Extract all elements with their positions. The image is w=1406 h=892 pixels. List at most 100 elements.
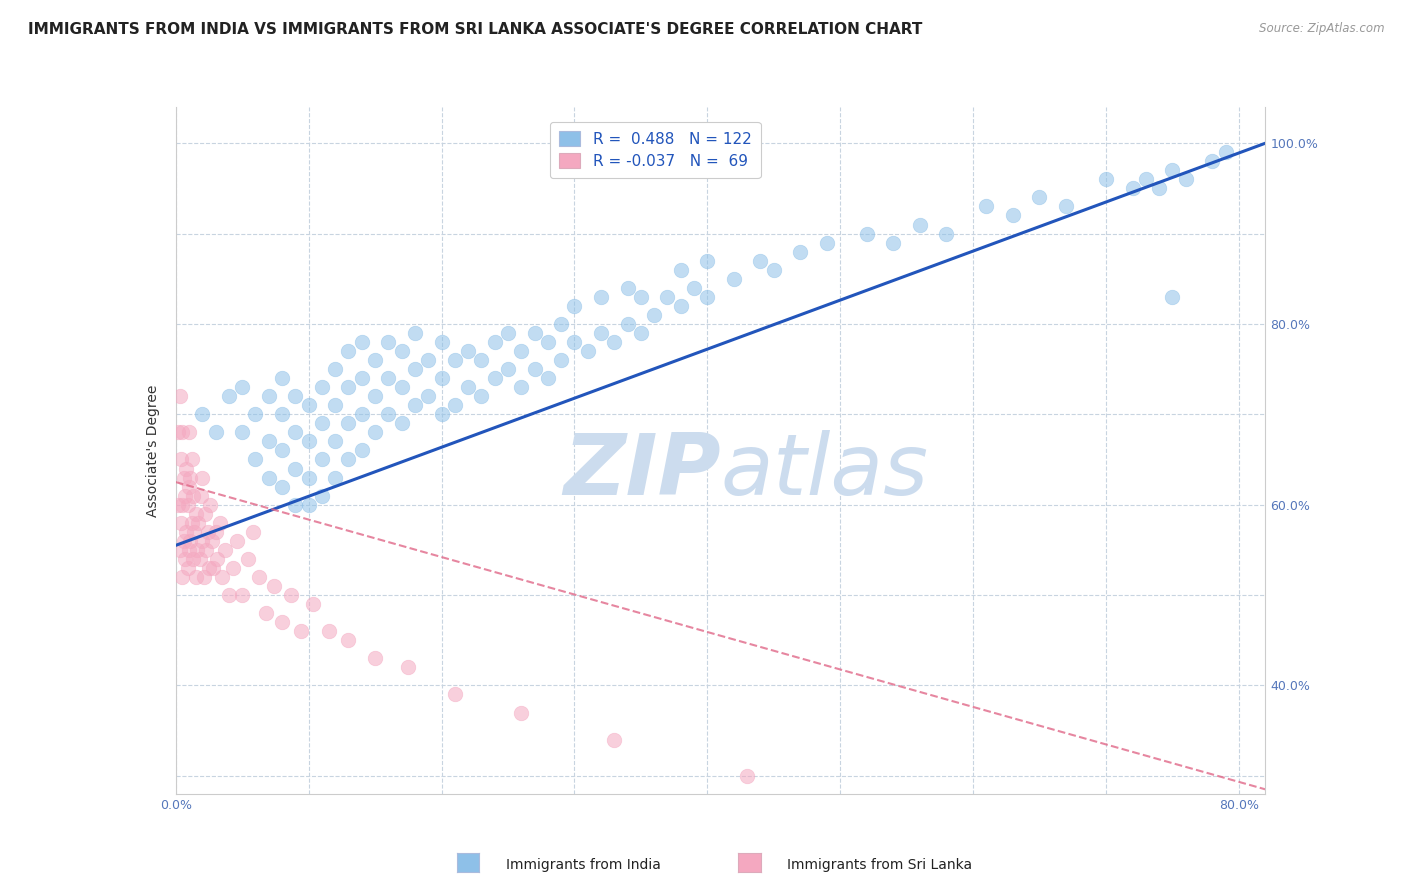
Point: [576, 344, 599, 359]
Y-axis label: Associate's Degree: Associate's Degree: [146, 384, 160, 516]
Point: [418, 389, 440, 403]
Point: [762, 262, 785, 277]
Point: [1121, 181, 1143, 195]
Point: [183, 524, 205, 539]
Point: [337, 380, 360, 394]
Point: [364, 389, 387, 403]
Point: [603, 732, 626, 747]
Point: [496, 362, 519, 376]
Point: [391, 344, 413, 359]
Point: [271, 615, 294, 630]
Point: [430, 407, 453, 421]
Point: [176, 461, 198, 475]
Point: [510, 706, 533, 720]
Point: [1054, 199, 1077, 213]
Point: [350, 371, 373, 385]
Point: [589, 326, 612, 340]
Point: [180, 516, 202, 530]
Point: [337, 417, 360, 431]
Point: [669, 262, 692, 277]
Point: [430, 334, 453, 349]
Point: [271, 407, 294, 421]
Point: [181, 552, 204, 566]
Point: [323, 398, 346, 412]
Text: atlas: atlas: [721, 430, 928, 513]
Point: [172, 498, 194, 512]
Point: [350, 443, 373, 458]
Point: [222, 561, 245, 575]
Point: [204, 425, 226, 440]
Point: [172, 570, 194, 584]
Point: [167, 498, 190, 512]
Point: [231, 588, 253, 602]
Point: [1215, 145, 1237, 160]
Point: [186, 542, 208, 557]
Point: [550, 317, 572, 331]
Point: [245, 407, 267, 421]
Point: [564, 299, 586, 313]
Point: [364, 651, 387, 665]
Point: [177, 480, 200, 494]
Point: [470, 389, 492, 403]
Point: [643, 308, 665, 322]
Point: [616, 317, 638, 331]
Point: [257, 389, 280, 403]
Point: [179, 533, 201, 548]
Point: [735, 769, 758, 783]
Point: [976, 199, 998, 213]
Point: [198, 561, 221, 575]
Point: [176, 524, 198, 539]
Point: [181, 489, 204, 503]
Point: [443, 353, 465, 368]
Point: [683, 281, 706, 295]
Text: ZIP: ZIP: [562, 430, 721, 513]
Point: [364, 353, 387, 368]
Point: [179, 470, 201, 484]
Point: [537, 334, 560, 349]
Point: [231, 425, 253, 440]
Point: [271, 371, 294, 385]
Point: [201, 533, 224, 548]
Point: [231, 380, 253, 394]
Point: [391, 380, 413, 394]
Point: [311, 417, 333, 431]
Point: [169, 389, 191, 403]
Point: [201, 561, 224, 575]
Point: [208, 516, 231, 530]
Point: [1174, 172, 1197, 186]
Point: [254, 606, 277, 620]
Legend: R =  0.488   N = 122, R = -0.037   N =  69: R = 0.488 N = 122, R = -0.037 N = 69: [550, 121, 761, 178]
Point: [170, 516, 193, 530]
Point: [350, 334, 373, 349]
Point: [284, 389, 307, 403]
Point: [271, 480, 294, 494]
Point: [191, 533, 214, 548]
Point: [418, 353, 440, 368]
Point: [218, 588, 240, 602]
Point: [443, 688, 465, 702]
Point: [311, 380, 333, 394]
Point: [616, 281, 638, 295]
Point: [603, 334, 626, 349]
Point: [1135, 172, 1157, 186]
Point: [855, 227, 877, 241]
Point: [510, 344, 533, 359]
Point: [318, 624, 340, 639]
Point: [280, 588, 302, 602]
Point: [180, 452, 202, 467]
Point: [1001, 209, 1024, 223]
Point: [1147, 181, 1170, 195]
Point: [172, 425, 194, 440]
Point: [457, 380, 479, 394]
Point: [337, 344, 360, 359]
Point: [197, 524, 219, 539]
Point: [484, 371, 506, 385]
Point: [298, 398, 321, 412]
Point: [1161, 290, 1184, 304]
Point: [484, 334, 506, 349]
Point: [789, 244, 811, 259]
Point: [669, 299, 692, 313]
Point: [205, 552, 228, 566]
Point: [187, 516, 209, 530]
Text: Immigrants from Sri Lanka: Immigrants from Sri Lanka: [787, 858, 973, 872]
